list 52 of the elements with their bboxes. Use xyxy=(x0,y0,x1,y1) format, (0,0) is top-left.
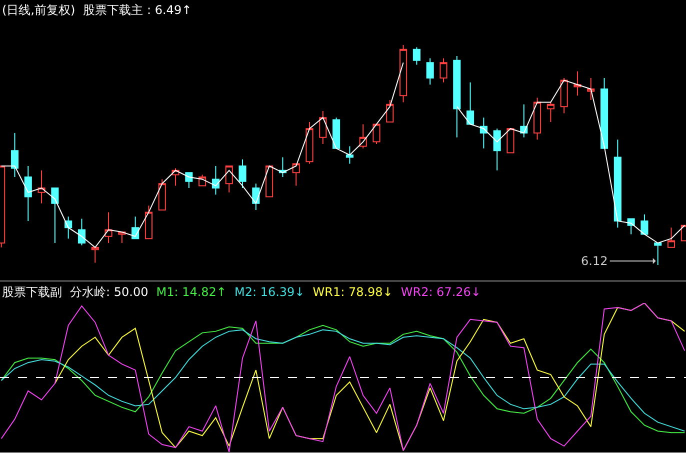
candlestick xyxy=(453,56,461,138)
candlestick xyxy=(24,166,32,222)
candlestick xyxy=(225,166,233,193)
text: WR1: 78.98↓ xyxy=(312,285,393,299)
candlestick xyxy=(319,110,327,144)
text: M1: 14.82↑ xyxy=(156,285,226,299)
candlestick xyxy=(386,100,394,122)
candlestick xyxy=(51,188,59,244)
candlestick xyxy=(292,163,300,186)
candlestick xyxy=(158,178,166,210)
candlestick xyxy=(440,58,448,83)
candlestick xyxy=(587,78,595,100)
candlestick xyxy=(400,45,408,103)
chart-title: (日线,前复权) xyxy=(2,3,76,17)
candlestick xyxy=(372,124,380,144)
candlestick xyxy=(306,122,314,164)
candlestick xyxy=(266,166,274,198)
candlestick xyxy=(10,132,19,178)
candlestick xyxy=(359,124,367,149)
candlestick xyxy=(640,214,648,235)
series-label: WR2: 67.26↓ xyxy=(400,285,481,299)
candlestick xyxy=(238,158,246,188)
candlestick xyxy=(38,170,46,204)
candlestick xyxy=(185,172,193,188)
annotation: 6.12 xyxy=(581,254,608,268)
candlestick xyxy=(533,97,542,140)
candlestick xyxy=(91,246,99,264)
candlestick xyxy=(212,166,220,196)
candlestick xyxy=(546,102,554,122)
candlestick xyxy=(412,46,420,66)
candlestick xyxy=(144,205,153,240)
candlestick xyxy=(118,232,126,244)
text: M2: 16.39↓ xyxy=(234,285,305,299)
candlestick xyxy=(493,128,501,171)
candlestick xyxy=(667,227,676,248)
candlestick xyxy=(654,242,662,265)
candlestick xyxy=(466,82,474,125)
candlestick xyxy=(198,174,206,186)
candlestick xyxy=(332,117,340,149)
candlestick xyxy=(574,70,582,96)
candlestick xyxy=(614,139,622,228)
candlestick xyxy=(172,168,180,186)
candlestick xyxy=(600,78,608,149)
chart-title: 股票下载副 xyxy=(2,285,62,299)
candlestick xyxy=(426,58,434,86)
candlestick xyxy=(506,128,514,154)
text: 股票下载主 : 6.49↑ xyxy=(83,3,192,17)
candlestick xyxy=(346,146,354,164)
candlestick xyxy=(560,78,568,114)
ref-line-label: 分水岭: 50.00 xyxy=(70,285,148,299)
candlestick xyxy=(104,212,112,244)
candlestick xyxy=(78,218,86,246)
